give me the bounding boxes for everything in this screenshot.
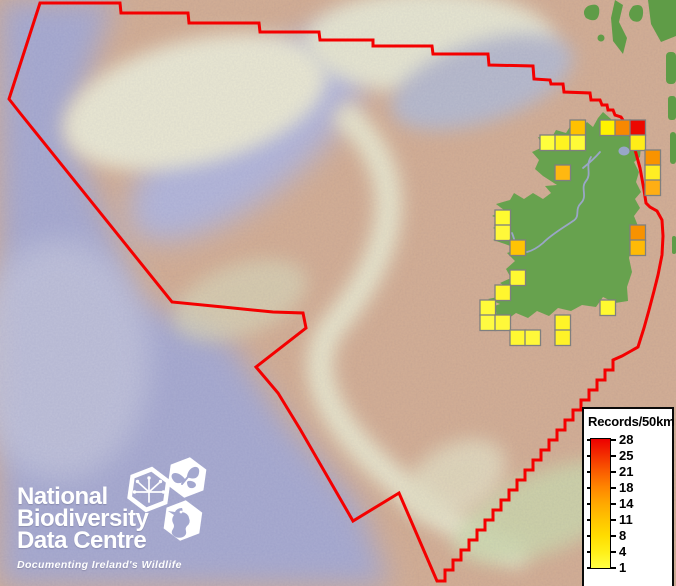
grid-square[interactable]: [629, 239, 647, 257]
seahorse-icon: [163, 500, 203, 541]
logo-line-national: National: [17, 483, 108, 510]
legend-tick-mark: [611, 439, 616, 441]
logo-hexagons: [127, 457, 207, 541]
grid-square[interactable]: [479, 299, 497, 317]
legend-tick-mark: [587, 535, 591, 537]
legend-title: Records/50km: [588, 414, 675, 429]
legend-tick-label: 8: [619, 528, 627, 543]
eez-boundary-line: [7, 1, 665, 583]
grid-square[interactable]: [599, 119, 617, 137]
legend-tick-label: 4: [619, 544, 627, 559]
legend-tick-mark: [611, 551, 616, 553]
grid-square[interactable]: [509, 239, 527, 257]
legend-tick-label: 11: [619, 512, 633, 527]
legend-tick-label: 1: [619, 560, 627, 575]
grid-square[interactable]: [509, 269, 527, 287]
grid-square[interactable]: [644, 149, 662, 167]
grid-square[interactable]: [569, 134, 587, 152]
legend-tick-mark: [587, 567, 591, 569]
grid-square[interactable]: [554, 164, 572, 182]
logo-line-biodiversity: Biodiversity: [17, 505, 149, 532]
grid-square[interactable]: [509, 329, 527, 347]
grid-square[interactable]: [554, 314, 572, 332]
legend-colorbar: [590, 438, 611, 569]
legend-tick-label: 14: [619, 496, 634, 511]
grid-square[interactable]: [644, 164, 662, 182]
grid-square[interactable]: [644, 179, 662, 197]
grid-square[interactable]: [524, 329, 542, 347]
legend-tick-mark: [587, 471, 591, 473]
legend-tick-mark: [611, 503, 616, 505]
grid-square[interactable]: [629, 119, 647, 137]
legend-tick-mark: [611, 535, 616, 537]
legend-tick-mark: [611, 471, 616, 473]
logo-line-data-centre: Data Centre: [17, 527, 147, 554]
legend-tick-mark: [587, 519, 591, 521]
legend-tick-mark: [587, 455, 591, 457]
uk-land-fragments: [583, 0, 676, 254]
legend-tick-mark: [611, 519, 616, 521]
legend-tick-mark: [587, 551, 591, 553]
legend-tick-mark: [611, 567, 616, 569]
legend-tick-label: 25: [619, 448, 634, 463]
legend-tick-label: 21: [619, 464, 634, 479]
logo-tagline: Documenting Ireland's Wildlife: [17, 559, 182, 571]
butterfly-icon: [167, 457, 207, 498]
grid-square[interactable]: [554, 329, 572, 347]
legend-tick-label: 28: [619, 432, 634, 447]
grid-squares-layer[interactable]: [479, 119, 662, 347]
legend-tick-label: 18: [619, 480, 634, 495]
grid-square[interactable]: [539, 134, 557, 152]
grid-square[interactable]: [614, 119, 632, 137]
grid-square[interactable]: [599, 299, 617, 317]
grid-square[interactable]: [629, 134, 647, 152]
legend-tick-mark: [587, 503, 591, 505]
nbdc-logo: National Biodiversity Data Centre Docume…: [17, 483, 182, 572]
grid-square[interactable]: [554, 134, 572, 152]
legend-tick-mark: [587, 487, 591, 489]
grid-square[interactable]: [629, 224, 647, 242]
legend-tick-mark: [587, 439, 591, 441]
grid-square[interactable]: [569, 119, 587, 137]
grid-square[interactable]: [494, 314, 512, 332]
grid-square[interactable]: [479, 314, 497, 332]
grid-square[interactable]: [494, 224, 512, 242]
legend-panel: Records/50km 28 25 21 18 14 11 8 4 1: [582, 407, 675, 586]
tree-icon: [127, 466, 171, 513]
legend-tick-mark: [611, 487, 616, 489]
grid-square[interactable]: [494, 284, 512, 302]
legend-tick-mark: [611, 455, 616, 457]
grid-square[interactable]: [494, 209, 512, 227]
